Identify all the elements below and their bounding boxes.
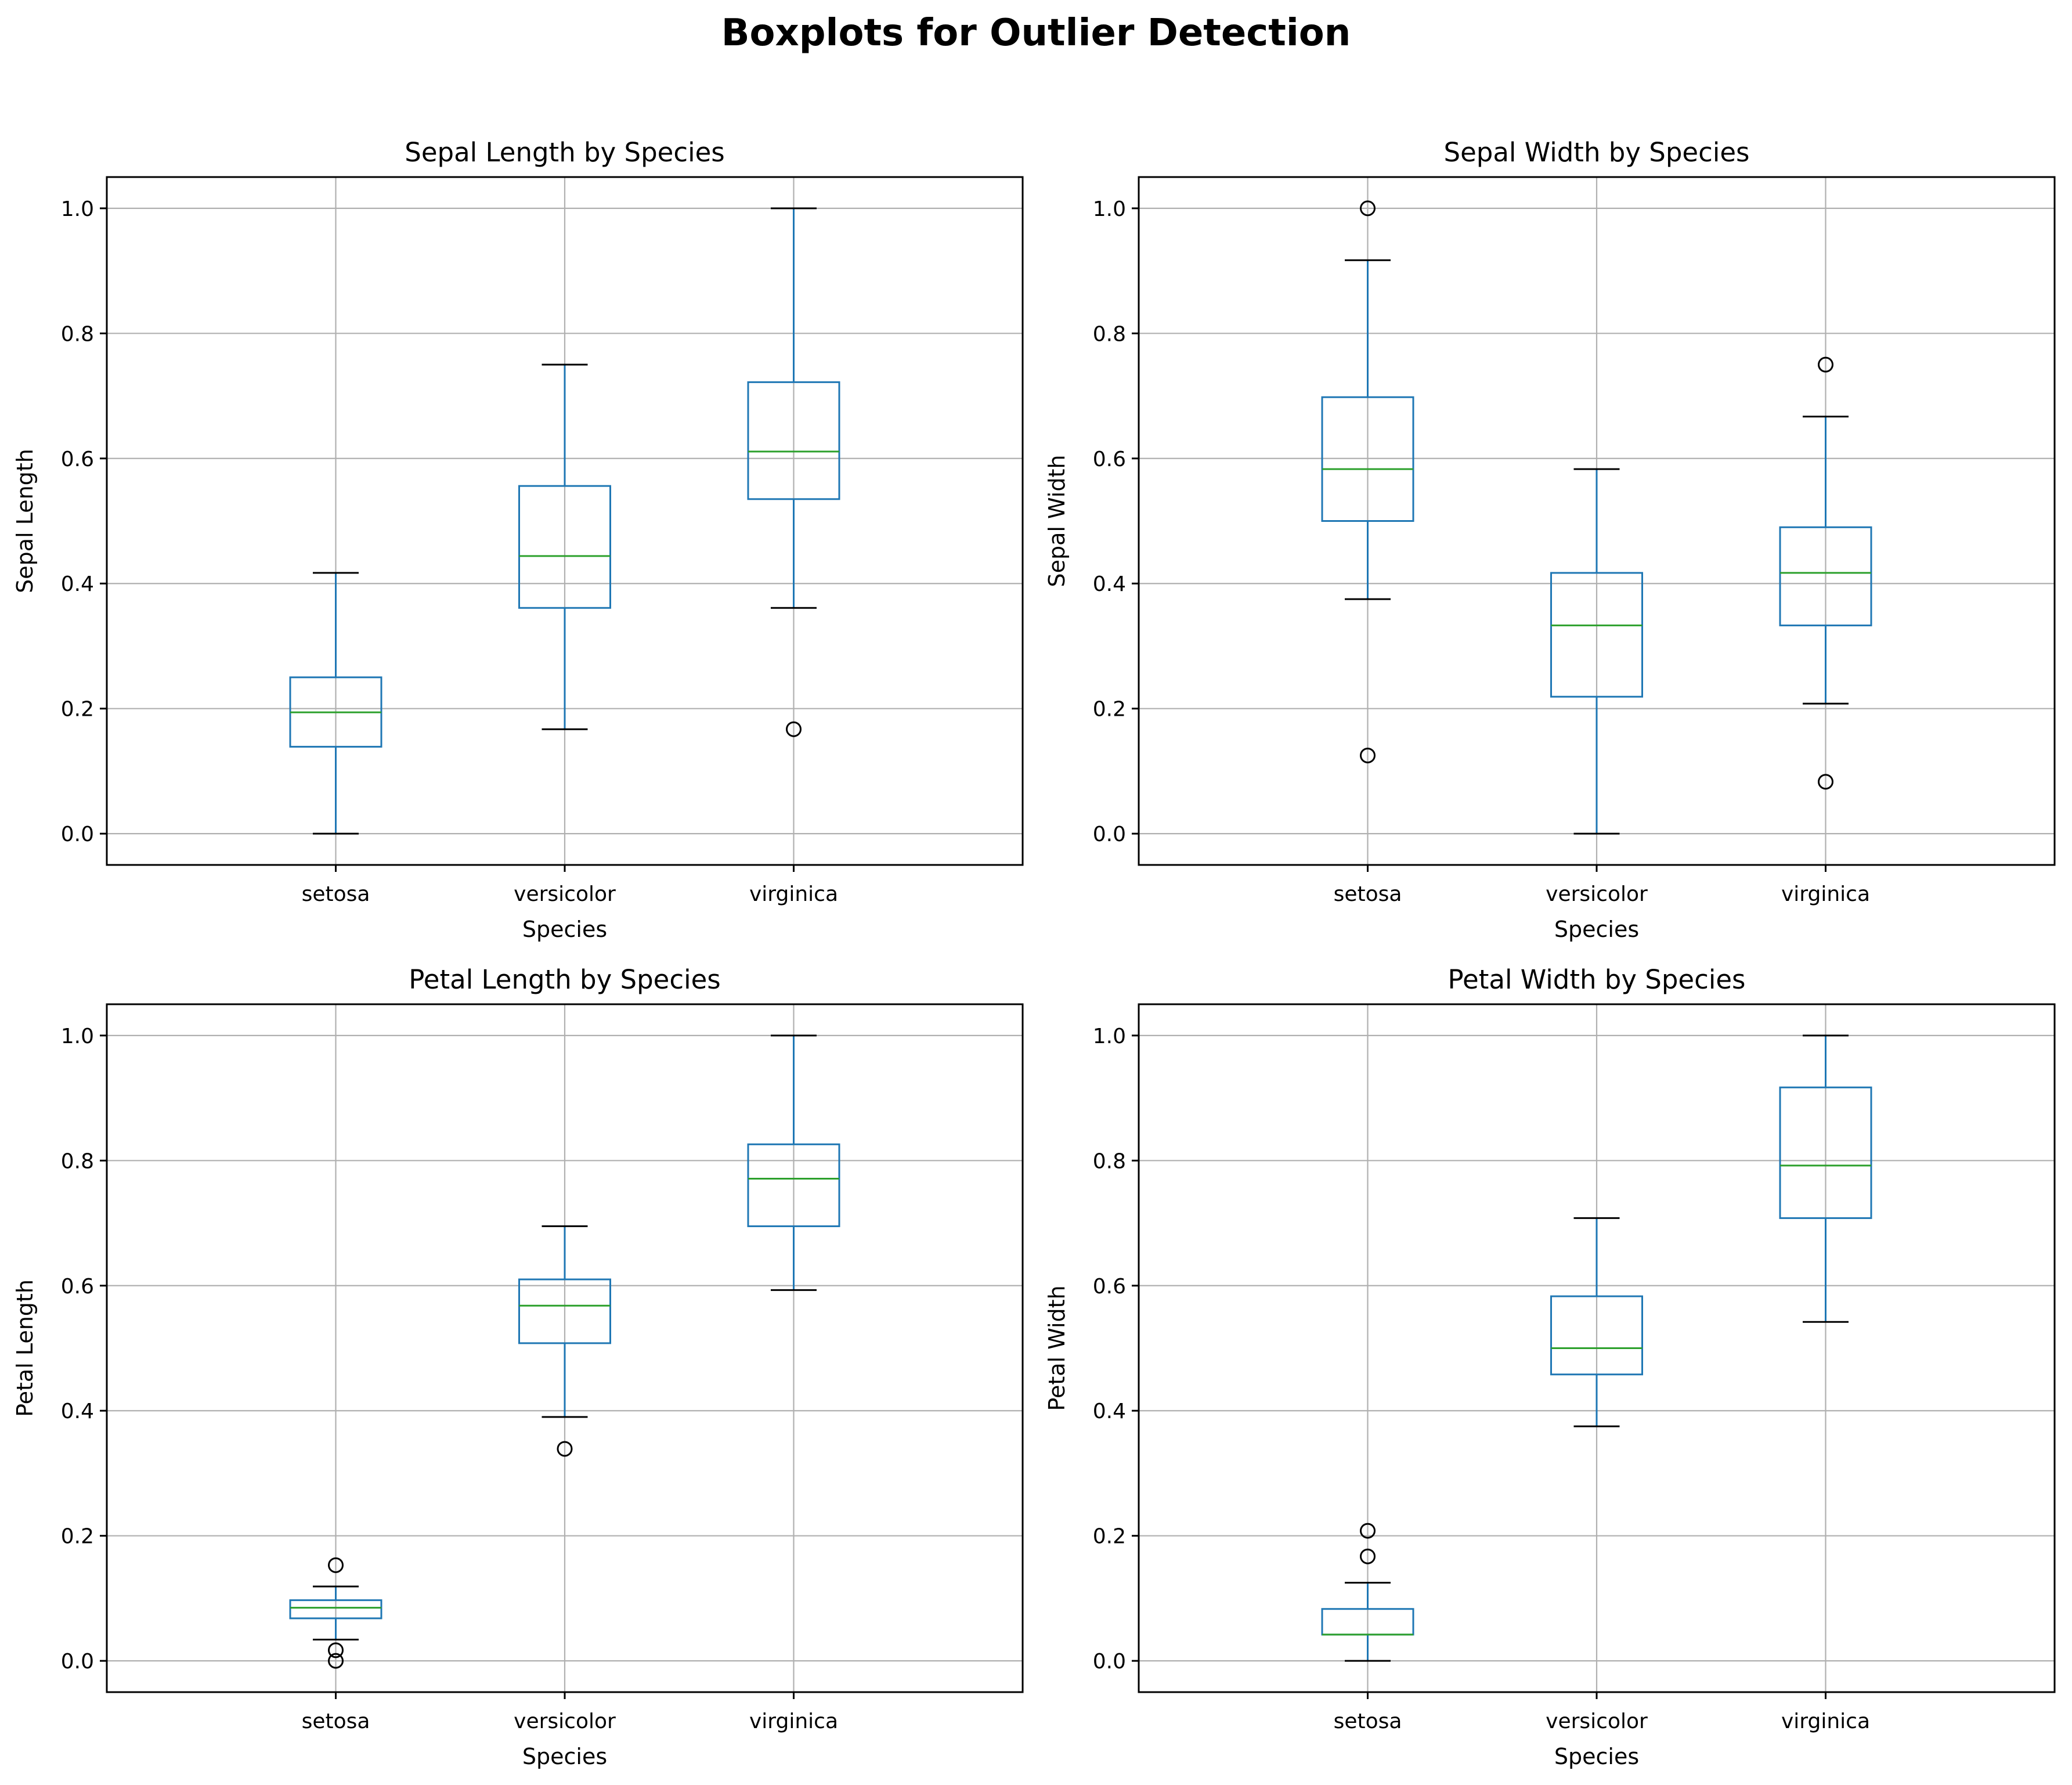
x-tick-label: versicolor: [514, 882, 616, 906]
y-tick-label: 0.0: [61, 823, 94, 846]
y-tick-label: 0.8: [1093, 322, 1126, 346]
y-tick-label: 0.2: [1093, 698, 1126, 722]
box-versicolor: [1550, 468, 1643, 835]
y-tick-label: 0.4: [1093, 1400, 1126, 1423]
y-tick-label: 1.0: [61, 1025, 94, 1048]
outlier-point: [1818, 774, 1833, 790]
subplot-4: 0.0 0.2 0.4 0.6 0.8 1.0 setosa versicolor virgin…: [1044, 964, 2056, 1769]
x-axis-label: Species: [522, 917, 607, 942]
box-virginica: [747, 1034, 840, 1291]
box-setosa: [1321, 200, 1414, 763]
x-tick-label: versicolor: [1546, 1710, 1648, 1733]
y-tick-label: 0.0: [1093, 1650, 1126, 1674]
y-tick-label: 0.6: [61, 448, 94, 471]
y-tick-label: 0.8: [1093, 1149, 1126, 1173]
x-tick-label: setosa: [302, 1710, 370, 1733]
box-versicolor: [518, 363, 611, 730]
iqr-box: [1779, 1086, 1872, 1219]
y-tick-label: 0.2: [1093, 1525, 1126, 1549]
x-axis-label: Species: [1554, 1744, 1639, 1769]
x-tick-label: versicolor: [514, 1710, 616, 1733]
subplot-1: 0.0 0.2 0.4 0.6 0.8 1.0 setosa versicolor virgin…: [12, 137, 1024, 942]
y-axis-label: Sepal Length: [12, 449, 38, 593]
y-tick-label: 0.8: [61, 322, 94, 346]
x-axis-label: Species: [1554, 917, 1639, 942]
y-tick-label: 0.4: [61, 1400, 94, 1423]
y-tick-label: 0.2: [61, 698, 94, 722]
y-axis-label: Petal Length: [12, 1279, 38, 1417]
iqr-box: [518, 485, 611, 609]
y-tick-label: 0.6: [1093, 1275, 1126, 1299]
box-virginica: [747, 207, 840, 737]
x-tick-label: virginica: [1781, 882, 1870, 906]
y-tick-label: 1.0: [1093, 1025, 1126, 1048]
outlier-point: [1360, 1548, 1376, 1564]
iqr-box: [747, 381, 840, 500]
box-setosa: [289, 572, 382, 835]
figure-title: Boxplots for Outlier Detection: [721, 12, 1351, 55]
x-tick-label: versicolor: [1546, 882, 1648, 906]
y-tick-label: 0.4: [61, 572, 94, 596]
outlier-point: [328, 1557, 344, 1573]
box-versicolor: [1550, 1217, 1643, 1427]
box-setosa: [1321, 1523, 1414, 1662]
x-tick-label: virginica: [1781, 1710, 1870, 1733]
x-tick-label: virginica: [749, 882, 838, 906]
y-tick-label: 0.6: [1093, 448, 1126, 471]
outlier-point: [1360, 1523, 1376, 1539]
x-tick-label: setosa: [1334, 882, 1402, 906]
iqr-box: [1550, 1295, 1643, 1376]
x-axis-label: Species: [522, 1744, 607, 1769]
outlier-point: [1360, 200, 1376, 217]
subplot-title: Sepal Width by Species: [1444, 137, 1750, 168]
y-tick-label: 0.4: [1093, 572, 1126, 596]
y-tick-label: 0.2: [61, 1525, 94, 1549]
iqr-box: [1779, 526, 1872, 626]
y-tick-label: 0.8: [61, 1149, 94, 1173]
subplot-2: 0.0 0.2 0.4 0.6 0.8 1.0 setosa versicolor virgin…: [1044, 137, 2056, 942]
box-virginica: [1779, 1034, 1872, 1323]
box-virginica: [1779, 356, 1872, 790]
y-tick-label: 0.6: [61, 1275, 94, 1299]
y-tick-label: 1.0: [61, 197, 94, 221]
iqr-box: [289, 1599, 382, 1620]
x-tick-label: virginica: [749, 1710, 838, 1733]
iqr-box: [1550, 572, 1643, 698]
outlier-point: [557, 1441, 573, 1457]
subplot-title: Petal Length by Species: [409, 964, 720, 995]
outlier-point: [786, 721, 802, 737]
x-tick-label: setosa: [1334, 1710, 1402, 1733]
outlier-point: [328, 1642, 344, 1658]
outlier-point: [1360, 747, 1376, 763]
y-tick-label: 0.0: [61, 1650, 94, 1674]
y-tick-label: 1.0: [1093, 197, 1126, 221]
subplot-title: Sepal Length by Species: [405, 137, 724, 168]
iqr-box: [518, 1278, 611, 1344]
iqr-box: [1321, 396, 1414, 522]
outlier-point: [328, 1653, 344, 1669]
box-setosa: [289, 1557, 382, 1669]
subplot-3: 0.0 0.2 0.4 0.6 0.8 1.0 setosa versicolor virgin…: [12, 964, 1024, 1769]
outlier-point: [1818, 356, 1833, 373]
y-axis-label: Sepal Width: [1044, 455, 1070, 587]
y-tick-label: 0.0: [1093, 823, 1126, 846]
subplot-title: Petal Width by Species: [1448, 964, 1746, 995]
iqr-box: [747, 1143, 840, 1227]
y-axis-label: Petal Width: [1044, 1285, 1070, 1411]
x-tick-label: setosa: [302, 882, 370, 906]
box-versicolor: [518, 1225, 611, 1457]
